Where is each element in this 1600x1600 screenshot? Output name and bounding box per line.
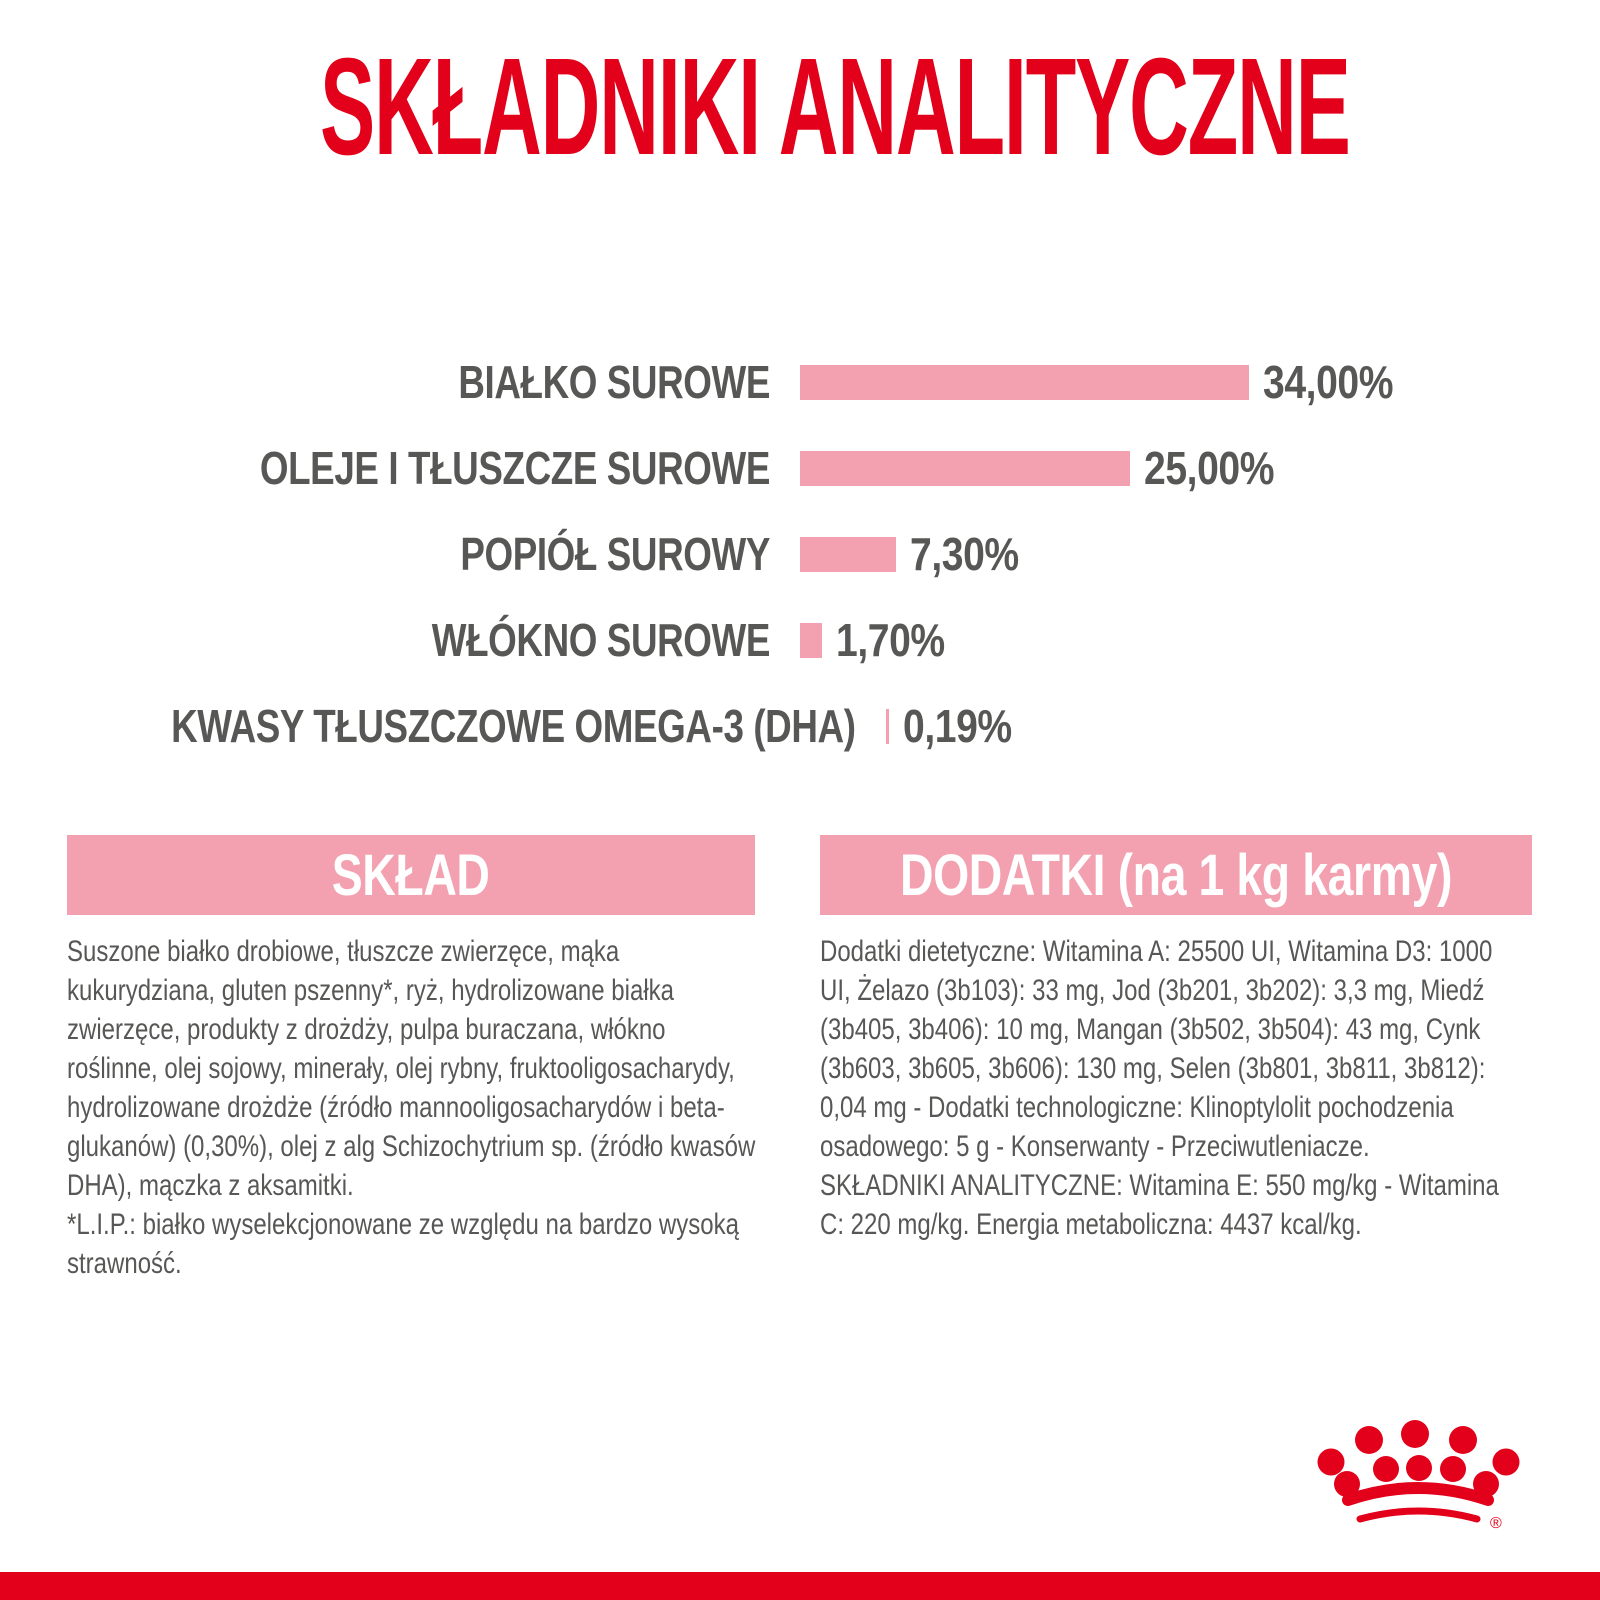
- chart-row: OLEJE I TŁUSZCZE SUROWE 25,00%: [0, 425, 1600, 511]
- chart-bar: [800, 364, 1249, 400]
- chart-value-label: 7,30%: [910, 528, 1020, 580]
- chart-value-label: 0,19%: [902, 700, 1012, 752]
- chart-value-label: 1,70%: [836, 614, 946, 666]
- chart-bar: [800, 450, 1130, 486]
- composition-section-header: SKŁAD: [67, 835, 755, 915]
- chart-value-label: 25,00%: [1144, 442, 1275, 494]
- chart-row-label: WŁÓKNO SUROWE: [431, 614, 771, 666]
- additives-section-header: DODATKI (na 1 kg karmy): [820, 835, 1532, 915]
- chart-value-label: 34,00%: [1262, 356, 1393, 408]
- composition-footnote: *L.I.P.: białko wyselekcjonowane ze wzgl…: [67, 1208, 739, 1280]
- chart-row: BIAŁKO SUROWE 34,00%: [0, 339, 1600, 425]
- additives-paragraph: Dodatki dietetyczne: Witamina A: 25500 U…: [820, 935, 1493, 1163]
- additives-header-label: DODATKI (na 1 kg karmy): [899, 842, 1453, 908]
- registered-trademark-mark: ®: [1490, 1515, 1502, 1532]
- composition-text: Suszone białko drobiowe, tłuszcze zwierz…: [67, 932, 759, 1283]
- bottom-red-bar: [0, 1572, 1600, 1600]
- chart-row-label: POPIÓŁ SUROWY: [460, 528, 770, 580]
- page-title: SKŁADNIKI ANALITYCZNE: [319, 30, 1351, 184]
- composition-paragraph: Suszone białko drobiowe, tłuszcze zwierz…: [67, 935, 756, 1202]
- chart-row-label: OLEJE I TŁUSZCZE SUROWE: [259, 442, 771, 494]
- composition-header-label: SKŁAD: [332, 842, 490, 908]
- chart-row: WŁÓKNO SUROWE 1,70%: [0, 597, 1600, 683]
- chart-row-label: KWASY TŁUSZCZOWE OMEGA-3 (DHA): [171, 700, 856, 752]
- royal-canin-crown-logo: ®: [1317, 1420, 1520, 1532]
- chart-bar: [885, 708, 889, 744]
- chart-bar: [800, 536, 897, 572]
- additives-analytical-paragraph: SKŁADNIKI ANALITYCZNE: Witamina E: 550 m…: [820, 1169, 1499, 1241]
- analytical-components-chart: BIAŁKO SUROWE 34,00% OLEJE I TŁUSZCZE SU…: [0, 339, 1600, 769]
- chart-row: KWASY TŁUSZCZOWE OMEGA-3 (DHA) 0,19%: [0, 683, 1600, 769]
- chart-bar: [800, 622, 823, 658]
- additives-text: Dodatki dietetyczne: Witamina A: 25500 U…: [820, 932, 1514, 1244]
- chart-row: POPIÓŁ SUROWY 7,30%: [0, 511, 1600, 597]
- chart-row-label: BIAŁKO SUROWE: [458, 356, 770, 408]
